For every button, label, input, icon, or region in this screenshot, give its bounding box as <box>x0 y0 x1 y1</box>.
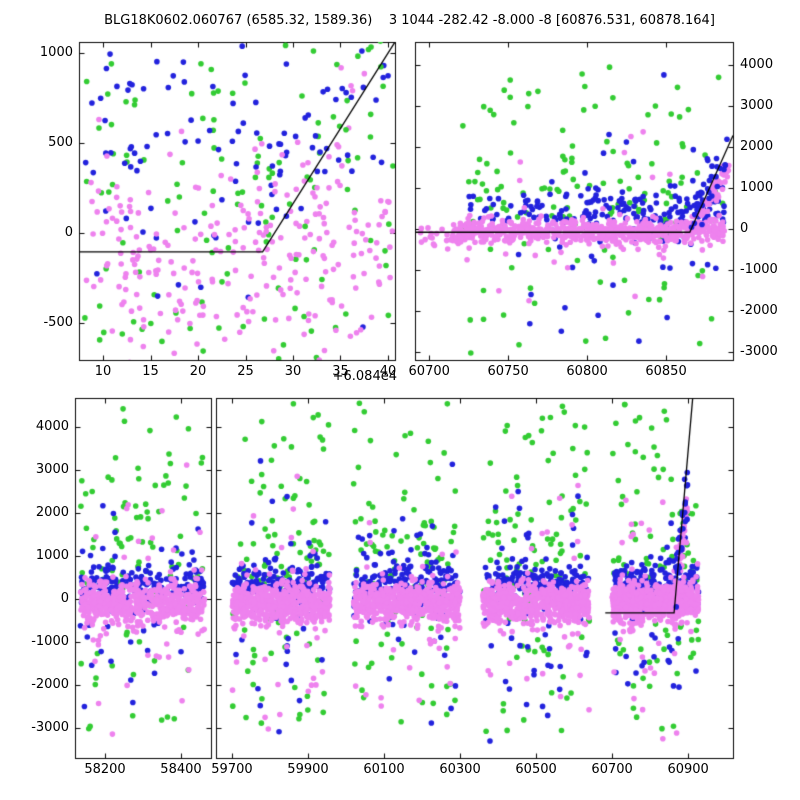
x-tick-label: 60900 <box>667 762 709 777</box>
y-tick-label: -3000 <box>31 719 69 735</box>
x-tick-label: 15 <box>142 364 159 379</box>
y-tick-label: 0 <box>60 590 69 606</box>
y-tick-label: 0 <box>64 225 73 241</box>
y-tick-label: 1000 <box>39 44 73 60</box>
y-tick-label: 3000 <box>740 97 774 113</box>
y-tick-label: 2000 <box>740 138 774 154</box>
x-tick-label: 60500 <box>515 762 557 777</box>
y-tick-label: 4000 <box>35 418 69 434</box>
figure-title: BLG18K0602.060767 (6585.32, 1589.36) 3 1… <box>104 13 715 28</box>
x-tick-label: 60850 <box>645 364 687 379</box>
x-tick-label: 58200 <box>84 762 126 777</box>
y-tick-label: -1000 <box>31 633 69 649</box>
x-tick-label: 60700 <box>408 364 450 379</box>
x-tick-label: 58400 <box>160 762 202 777</box>
y-tick-label: 0 <box>740 220 749 236</box>
x-tick-label: 60700 <box>591 762 633 777</box>
y-tick-label: 1000 <box>740 179 774 195</box>
x-tick-label: 59700 <box>211 762 253 777</box>
x-tick-label: 30 <box>284 364 302 379</box>
x-axis-offset-label: +6.084e4 <box>332 369 397 384</box>
x-tick-label: 60800 <box>566 364 608 379</box>
x-tick-label: 59900 <box>287 762 329 777</box>
x-tick-label: 60300 <box>439 762 481 777</box>
y-tick-label: -500 <box>43 315 73 331</box>
y-tick-label: 3000 <box>35 461 69 477</box>
x-tick-label: 20 <box>189 364 207 379</box>
y-tick-label: -2000 <box>740 302 778 318</box>
x-tick-label: 60750 <box>487 364 529 379</box>
x-tick-label: 60100 <box>363 762 405 777</box>
y-tick-label: 4000 <box>740 56 774 72</box>
y-tick-label: 500 <box>48 135 73 151</box>
x-tick-label: 35 <box>332 364 349 379</box>
x-tick-label: 25 <box>237 364 254 379</box>
y-tick-label: -1000 <box>740 261 778 277</box>
x-tick-label: 40 <box>379 364 397 379</box>
x-tick-label: 10 <box>94 364 112 379</box>
y-tick-label: 1000 <box>35 547 69 563</box>
y-tick-label: 2000 <box>35 504 69 520</box>
y-tick-label: -2000 <box>31 676 69 692</box>
y-tick-label: -3000 <box>740 344 778 359</box>
